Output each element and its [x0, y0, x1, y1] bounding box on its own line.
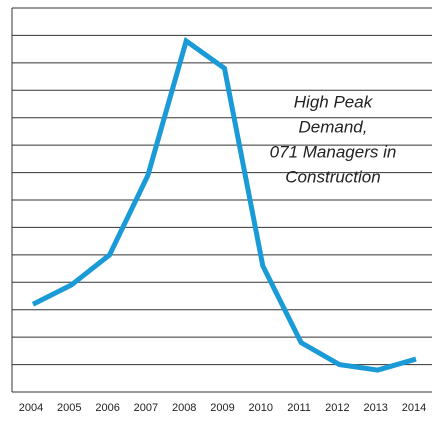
- x-tick-label: 2012: [325, 402, 349, 414]
- x-tick-label: 2010: [249, 402, 273, 414]
- x-tick-label: 2006: [95, 402, 119, 414]
- annotation: High Peak: [294, 92, 374, 111]
- annotation: Demand,: [299, 117, 368, 136]
- x-tick-label: 2011: [287, 402, 311, 414]
- x-tick-label: 2014: [402, 402, 426, 414]
- line: [31, 36, 417, 373]
- annotation: 071 Managers in: [270, 142, 397, 161]
- x-tick-label: 2004: [19, 402, 43, 414]
- x-tick-label: 2013: [363, 402, 387, 414]
- x-tick-label: 2007: [134, 402, 158, 414]
- x-tick-label: 2005: [57, 402, 81, 414]
- x-tick-label: 2008: [172, 402, 196, 414]
- annotation: Construction: [285, 167, 380, 186]
- x-tick-label: 2009: [210, 402, 234, 414]
